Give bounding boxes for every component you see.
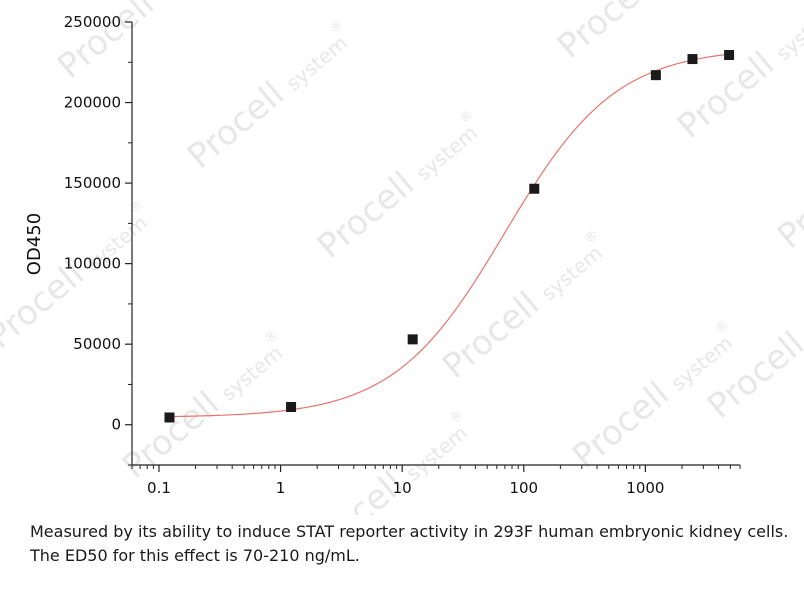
data-point (650, 70, 661, 81)
watermark-brand-text: Procell (180, 74, 292, 177)
x-tick-label: 0.1 (147, 479, 171, 497)
watermark-mark-text: ® (327, 17, 347, 37)
data-point (164, 412, 175, 423)
data-point (687, 54, 698, 65)
watermark-mark-text: ® (127, 197, 147, 217)
watermark-brand-text: Procell (310, 164, 422, 267)
y-tick-label: 150000 (64, 174, 121, 192)
data-point (286, 402, 297, 413)
watermark-sub-text: system (151, 0, 222, 5)
y-ticks: 0 50000 100000 150000 200000 250000 (64, 13, 132, 466)
watermark-sub-text: system (216, 341, 287, 406)
watermark-brand-text: Procell (770, 154, 804, 257)
fit-curve (169, 53, 730, 418)
x-ticks: 0.1 1 10 100 1000 (131, 465, 741, 497)
watermark-mark-text: ® (447, 407, 467, 427)
watermark-brand-text: Procell (435, 284, 547, 387)
watermark-mark-text: ® (457, 107, 477, 127)
watermark-sub-text: system (536, 241, 607, 306)
axes (131, 22, 740, 466)
watermark-sub-text: system (281, 31, 352, 96)
watermark-mark-text: ® (712, 317, 732, 337)
dose-response-chart: Procellsystem®Procellsystem®Procellsyste… (0, 0, 804, 515)
watermark-sub-text: system (771, 1, 804, 66)
y-axis-label: OD450 (24, 213, 45, 275)
data-point (529, 183, 540, 194)
y-tick-label: 250000 (64, 13, 121, 31)
figure-caption: Measured by its ability to induce STAT r… (30, 522, 789, 565)
x-tick-label: 1 (276, 479, 286, 497)
data-point (407, 334, 418, 345)
data-point (724, 50, 735, 61)
y-tick-label: 50000 (73, 335, 121, 353)
y-tick-label: 200000 (64, 94, 121, 112)
y-tick-label: 100000 (64, 255, 121, 273)
x-tick-label: 100 (509, 479, 538, 497)
watermark-brand-text: Procell (565, 374, 677, 477)
watermark-mark-text: ® (262, 327, 282, 347)
x-tick-label: 1000 (626, 479, 664, 497)
watermark-brand-text: Procell (550, 0, 662, 67)
watermark-mark-text: ® (582, 227, 602, 247)
watermark-sub-text: system (411, 121, 482, 186)
y-tick-label: 0 (111, 416, 121, 434)
watermark-sub-text: system (401, 421, 472, 486)
data-points (164, 50, 735, 423)
x-tick-label: 10 (393, 479, 412, 497)
